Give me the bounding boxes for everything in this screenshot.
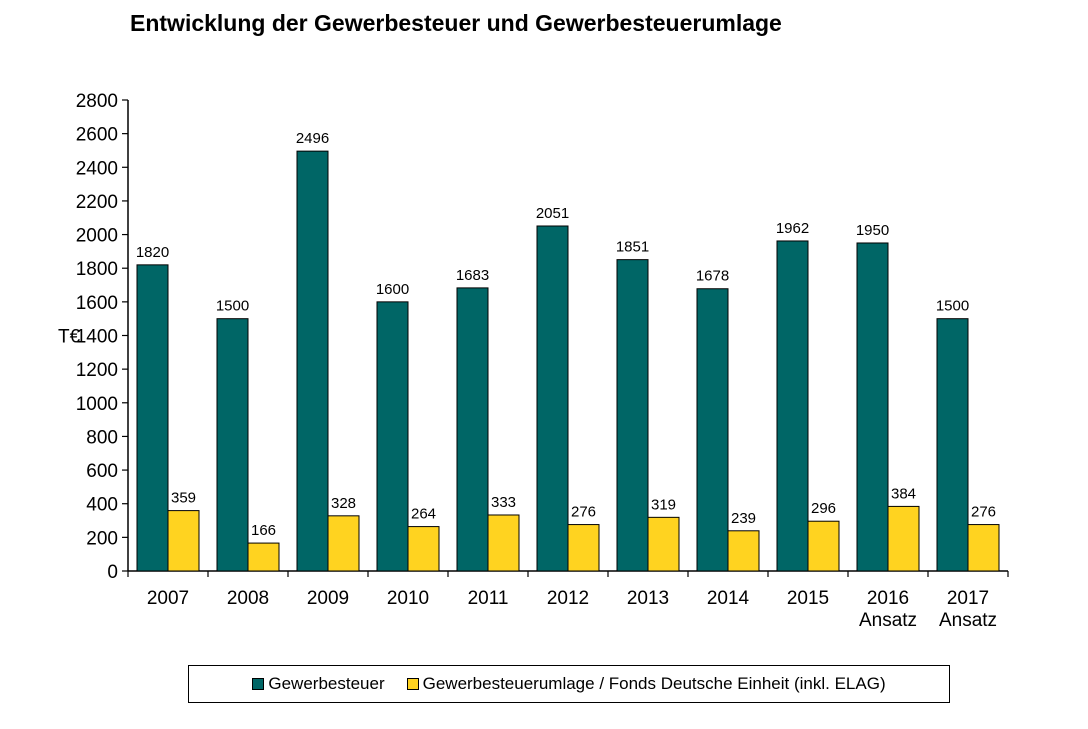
bar-series-0-2	[296, 150, 329, 572]
bar-series-1-0	[167, 510, 200, 572]
data-label-series-1-7: 239	[731, 510, 756, 527]
y-tick-label: 200	[86, 528, 118, 549]
data-label-series-0-3: 1600	[376, 281, 409, 298]
data-label-series-1-1: 166	[251, 522, 276, 539]
y-tick-label: 2400	[76, 158, 118, 179]
bar-series-1-2	[327, 515, 360, 572]
x-tick-label-2-0: 2009	[307, 588, 349, 609]
legend-label-gewerbesteuer: Gewerbesteuer	[268, 674, 385, 693]
data-label-series-0-9: 1950	[856, 222, 889, 239]
data-label-series-0-5: 2051	[536, 205, 569, 222]
data-label-series-1-4: 333	[491, 494, 516, 511]
x-tick-label-9-0: 2016	[867, 588, 909, 609]
bar-series-1-8	[807, 520, 840, 572]
bar-series-0-5	[536, 225, 569, 572]
bar-series-1-1	[247, 542, 280, 572]
bar-series-0-1	[216, 318, 249, 572]
data-label-series-0-1: 1500	[216, 298, 249, 315]
x-tick-label-8-0: 2015	[787, 588, 829, 609]
x-tick-label-9-1: Ansatz	[859, 610, 917, 631]
y-tick-label: 600	[86, 461, 118, 482]
x-tick-label-4-0: 2011	[468, 588, 509, 609]
data-label-series-0-2: 2496	[296, 130, 329, 147]
y-tick-label: 1600	[76, 293, 118, 314]
bar-series-0-6	[616, 259, 649, 572]
y-tick-label: 800	[86, 427, 118, 448]
x-tick-label-10-0: 2017	[947, 588, 989, 609]
bar-series-0-7	[696, 288, 729, 572]
data-label-series-0-4: 1683	[456, 267, 489, 284]
y-tick-label: 1000	[76, 394, 118, 415]
legend-entry-gewerbesteuerumlage: Gewerbesteuerumlage / Fonds Deutsche Ein…	[406, 674, 886, 694]
data-label-series-1-2: 328	[331, 495, 356, 512]
y-tick-label: 400	[86, 495, 118, 516]
y-tick-label: 2200	[76, 192, 118, 213]
y-tick-label: 2000	[76, 226, 118, 247]
data-label-series-0-7: 1678	[696, 268, 729, 285]
bar-series-1-4	[487, 514, 520, 572]
chart-title: Entwicklung der Gewerbesteuer und Gewerb…	[130, 10, 782, 36]
legend-swatch-gewerbesteuerumlage	[406, 678, 419, 690]
bar-series-0-8	[776, 240, 809, 572]
bar-chart: 0 200 400 600 800 1000 1200 1400 1600 1800 2000 220…	[58, 91, 1009, 631]
bar-series-0-0	[136, 264, 169, 572]
bar-series-0-9	[856, 242, 889, 572]
x-tick-label-10-1: Ansatz	[939, 610, 997, 631]
bar-series-0-3	[376, 301, 409, 572]
data-label-series-1-6: 319	[651, 496, 676, 513]
y-tick-label: 0	[107, 562, 118, 583]
legend-entry-gewerbesteuer: Gewerbesteuer	[252, 674, 385, 694]
y-tick-label: 2600	[76, 125, 118, 146]
y-axis-label: T€	[58, 327, 81, 348]
bar-series-1-7	[727, 530, 760, 572]
bar-series-1-6	[647, 516, 680, 572]
x-tick-label-1-0: 2008	[227, 588, 269, 609]
y-tick-label: 1400	[76, 327, 118, 348]
bar-series-1-10	[967, 524, 1000, 572]
legend: Gewerbesteuer Gewerbesteuerumlage / Fond…	[188, 665, 950, 703]
x-tick-label-5-0: 2012	[547, 588, 589, 609]
bar-series-1-3	[407, 526, 440, 572]
x-tick-label-3-0: 2010	[387, 588, 429, 609]
data-label-series-1-10: 276	[971, 504, 996, 521]
data-label-series-1-8: 296	[811, 500, 836, 517]
data-label-series-1-5: 276	[571, 504, 596, 521]
y-tick-label: 1200	[76, 360, 118, 381]
bar-series-0-4	[456, 287, 489, 572]
y-tick-label: 1800	[76, 259, 118, 280]
data-label-series-0-0: 1820	[136, 244, 169, 261]
bar-series-1-9	[887, 505, 920, 572]
x-tick-label-6-0: 2013	[627, 588, 669, 609]
data-label-series-1-9: 384	[891, 485, 916, 502]
bar-series-1-5	[567, 524, 600, 572]
x-tick-label-0-0: 2007	[147, 588, 189, 609]
data-label-series-0-8: 1962	[776, 220, 809, 237]
bar-series-0-10	[936, 318, 969, 572]
y-tick-label: 2800	[76, 91, 118, 112]
x-tick-label-7-0: 2014	[707, 588, 750, 609]
data-label-series-0-10: 1500	[936, 298, 969, 315]
data-label-series-0-6: 1851	[616, 239, 649, 256]
data-label-series-1-0: 359	[171, 490, 196, 507]
data-label-series-1-3: 264	[411, 506, 436, 523]
legend-swatch-gewerbesteuer	[252, 678, 265, 690]
legend-label-gewerbesteuerumlage: Gewerbesteuerumlage / Fonds Deutsche Ein…	[422, 674, 886, 693]
